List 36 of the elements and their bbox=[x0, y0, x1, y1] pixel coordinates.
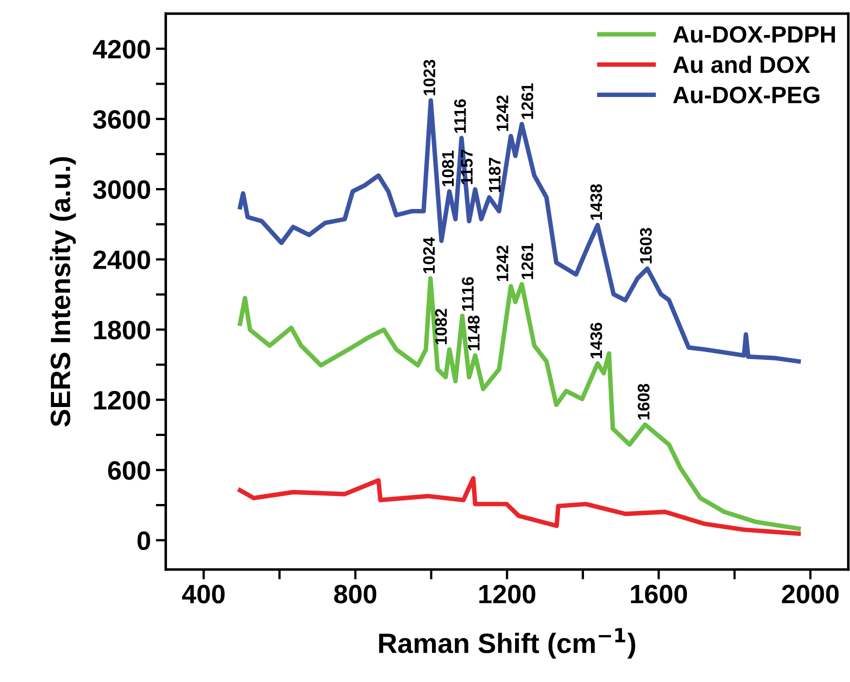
line-series bbox=[238, 476, 801, 536]
y-tick-label: 3000 bbox=[93, 180, 150, 200]
annotation: 1438 bbox=[590, 184, 602, 220]
annotation: 1148 bbox=[468, 316, 480, 350]
annotation: 1608 bbox=[638, 384, 650, 420]
annotation: 1024 bbox=[423, 237, 435, 274]
annotation: 1023 bbox=[423, 60, 436, 96]
annotation: 1242 bbox=[496, 95, 508, 131]
x-tick-label: 800 bbox=[334, 584, 376, 604]
y-tick-label: 0 bbox=[138, 531, 150, 550]
annotation: 1242 bbox=[496, 246, 508, 281]
annotation: 1603 bbox=[640, 228, 652, 264]
annotation: 1116 bbox=[454, 99, 466, 133]
y-tick-label: 4200 bbox=[92, 40, 150, 59]
y-axis-title: SERS Intensity (a.u.) bbox=[50, 157, 76, 427]
legend-label: Au-DOX-PEG bbox=[673, 86, 820, 104]
annotation: 1157 bbox=[461, 150, 473, 184]
x-tick-label: 1200 bbox=[479, 584, 536, 604]
x-tick-label: 1600 bbox=[631, 584, 687, 604]
annotation: 1436 bbox=[590, 322, 602, 358]
legend-label: Au and DOX bbox=[673, 56, 810, 74]
x-tick-label: 2000 bbox=[782, 584, 839, 604]
annotation: 1187 bbox=[488, 158, 501, 192]
y-tick-label: 3600 bbox=[93, 110, 150, 129]
annotation: 1082 bbox=[435, 308, 447, 344]
y-tick-label: 1200 bbox=[94, 390, 150, 410]
x-axis-title: Raman Shift (cm$^{−1}$) bbox=[379, 628, 636, 659]
annotation: 1116 bbox=[462, 277, 474, 311]
y-tick-label: 2400 bbox=[93, 250, 150, 270]
y-tick-label: 600 bbox=[108, 461, 150, 480]
x-tick-label: 400 bbox=[182, 584, 225, 604]
legend-label: Au-DOX-PDPH bbox=[673, 26, 835, 43]
annotation: 1081 bbox=[442, 150, 454, 186]
y-tick-label: 1800 bbox=[94, 320, 150, 340]
annotation: 1261 bbox=[521, 243, 534, 279]
annotation: 1261 bbox=[521, 83, 534, 119]
